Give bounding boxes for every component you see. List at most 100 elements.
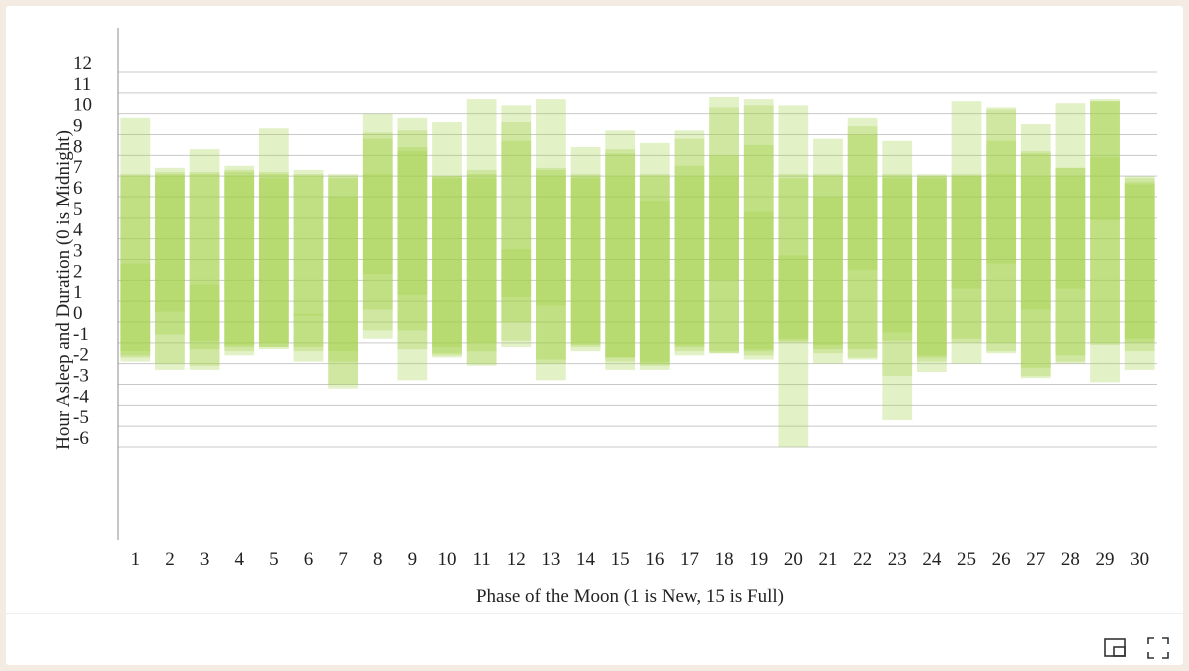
bar-segment <box>466 174 497 364</box>
x-tick-label: 28 <box>1061 549 1080 570</box>
x-tick-label: 22 <box>853 549 872 570</box>
bar-segment <box>1020 124 1051 379</box>
x-tick-label: 24 <box>922 549 942 570</box>
x-tick-label: 9 <box>408 549 418 570</box>
bar-segment <box>986 174 1017 264</box>
bar-segment <box>674 138 705 352</box>
bar-segment <box>293 169 324 362</box>
y-tick-label: 0 <box>73 303 83 324</box>
bar-segment <box>224 176 255 347</box>
bar-segment <box>501 140 532 341</box>
bar-segment <box>847 126 878 350</box>
bar-segment <box>258 128 289 347</box>
bar-segment <box>328 174 359 385</box>
bar-segment <box>813 197 843 350</box>
bar-segment <box>743 211 774 350</box>
bar-segment <box>639 201 670 362</box>
bar-segment <box>224 172 255 345</box>
y-tick-label: -6 <box>73 428 89 449</box>
bar-segment <box>466 178 497 343</box>
bar-segment <box>189 284 220 350</box>
x-tick-label: 12 <box>507 549 526 570</box>
bar-segment <box>432 122 462 358</box>
y-tick-label: 3 <box>73 241 83 262</box>
x-tick-label: 11 <box>473 549 491 570</box>
bar-segment <box>1055 167 1086 362</box>
x-tick-label: 30 <box>1130 549 1149 570</box>
y-tick-label: -4 <box>73 386 89 407</box>
bar-segment <box>189 174 220 366</box>
y-tick-label: 7 <box>73 157 83 178</box>
y-tick-label: 8 <box>73 136 83 157</box>
bar-segment <box>155 176 185 335</box>
chart-toolbar <box>6 613 1183 666</box>
bar-segment <box>536 176 566 360</box>
fullscreen-icon[interactable] <box>1146 636 1170 660</box>
bars <box>120 97 1155 447</box>
bar-segment <box>605 130 636 370</box>
bar-segment <box>743 144 774 360</box>
bar-segment <box>397 130 428 331</box>
x-tick-label: 8 <box>373 549 383 570</box>
y-tick-label: 12 <box>73 53 92 74</box>
bar-segment <box>536 99 566 381</box>
y-tick-label: -5 <box>73 407 89 428</box>
bar-segment <box>258 172 289 343</box>
bar-segment <box>847 176 878 270</box>
x-tick-label: 17 <box>680 549 699 570</box>
x-tick-label: 20 <box>784 549 803 570</box>
x-tick-label: 21 <box>818 549 837 570</box>
x-tick-label: 3 <box>200 549 210 570</box>
bar-segment <box>951 174 982 339</box>
x-tick-label: 13 <box>541 549 560 570</box>
bar-segment <box>639 174 670 366</box>
y-tick-label: 1 <box>73 282 83 303</box>
bar-segment <box>605 176 636 358</box>
x-tick-label: 2 <box>165 549 175 570</box>
bar-segment <box>397 151 428 295</box>
bar-segment <box>570 174 601 343</box>
bar-segment <box>466 99 497 352</box>
bar-segment <box>639 176 670 370</box>
bar-segment <box>916 176 947 362</box>
y-tick-label: 4 <box>73 220 83 241</box>
bar-segment <box>743 105 774 356</box>
bar-segment <box>328 176 359 389</box>
bar-segment <box>570 147 601 352</box>
x-tick-label: 7 <box>338 549 348 570</box>
gridlines <box>118 71 1157 448</box>
bar-segment <box>709 155 739 352</box>
bar-segment <box>674 165 705 345</box>
minimize-icon[interactable] <box>1103 636 1127 660</box>
y-tick-label: 9 <box>73 116 83 137</box>
y-tick-label: 11 <box>73 74 91 95</box>
bar-segment <box>328 197 359 352</box>
bar-segment <box>432 178 462 354</box>
bar-segment <box>1090 101 1120 220</box>
bar-segment <box>362 174 393 275</box>
x-tick-label: 26 <box>992 549 1011 570</box>
bar-segment <box>258 174 289 347</box>
bar-segment <box>155 167 185 370</box>
bar-segment <box>813 174 843 354</box>
bar-segment <box>432 176 462 347</box>
bar-segment <box>916 174 947 372</box>
bar-segment <box>882 140 913 420</box>
bar-segment <box>986 140 1017 343</box>
bar-segment <box>120 117 151 362</box>
bar-segment <box>1090 99 1120 345</box>
bar-segment <box>951 176 982 289</box>
bar-segment <box>813 176 843 364</box>
bar-segment <box>1090 157 1120 343</box>
bar-segment <box>1124 176 1155 352</box>
bar-segment <box>120 176 151 356</box>
bar-segment <box>362 138 393 310</box>
bar-segment <box>501 105 532 347</box>
bar-segment <box>709 176 739 281</box>
x-tick-label: 27 <box>1026 549 1045 570</box>
bar-segment <box>882 178 913 333</box>
x-tick-label: 25 <box>957 549 976 570</box>
bar-segment <box>1055 103 1086 356</box>
bar-segment <box>397 117 428 350</box>
